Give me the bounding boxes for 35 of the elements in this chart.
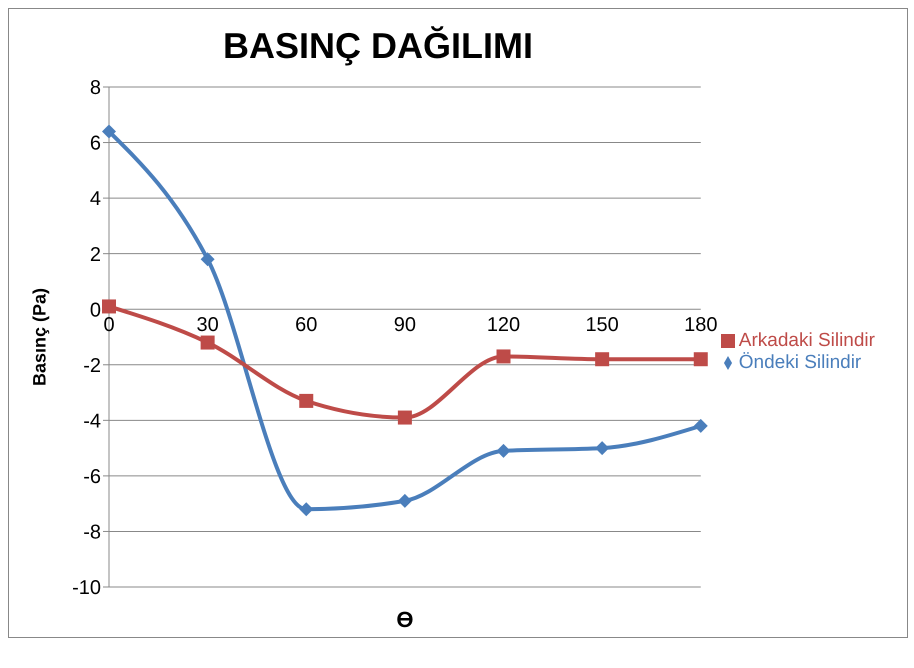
x-tick-label: 90 bbox=[394, 314, 416, 336]
y-tick-label: -10 bbox=[72, 577, 101, 600]
point bbox=[200, 336, 215, 350]
x-tick-label: 150 bbox=[585, 314, 619, 336]
point bbox=[102, 299, 116, 314]
y-tick-label: 2 bbox=[90, 244, 101, 266]
point bbox=[299, 502, 314, 516]
point bbox=[200, 252, 215, 266]
y-tick-label: -6 bbox=[83, 466, 101, 488]
y-tick-label: -8 bbox=[83, 522, 101, 544]
x-tick-label: 30 bbox=[196, 314, 219, 336]
point bbox=[595, 352, 610, 366]
point bbox=[398, 494, 412, 508]
y-tick-label: 6 bbox=[90, 132, 101, 155]
point bbox=[496, 349, 511, 364]
x-tick-label: 180 bbox=[684, 314, 718, 336]
point bbox=[694, 352, 708, 366]
point bbox=[299, 394, 314, 408]
y-tick-label: -2 bbox=[83, 354, 101, 377]
chart-title: BASINÇ DAĞILIMI bbox=[222, 24, 534, 67]
x-tick-label: 60 bbox=[295, 314, 318, 336]
y-tick-label: 0 bbox=[90, 299, 101, 322]
point bbox=[595, 441, 610, 456]
point bbox=[398, 410, 412, 425]
x-tick-label: 120 bbox=[486, 314, 520, 336]
y-tick-label: 8 bbox=[90, 77, 101, 100]
y-axis-title: Basınç (Pa) bbox=[29, 288, 50, 386]
legend-label: Öndeki Silindir bbox=[738, 352, 862, 373]
legend-label: Arkadaki Silindir bbox=[738, 330, 875, 351]
point bbox=[694, 418, 708, 433]
y-tick-label: 4 bbox=[90, 188, 101, 210]
point bbox=[496, 444, 511, 458]
y-tick-label: -4 bbox=[83, 410, 101, 432]
point bbox=[102, 124, 116, 138]
x-axis-title: ϴ bbox=[396, 607, 414, 632]
